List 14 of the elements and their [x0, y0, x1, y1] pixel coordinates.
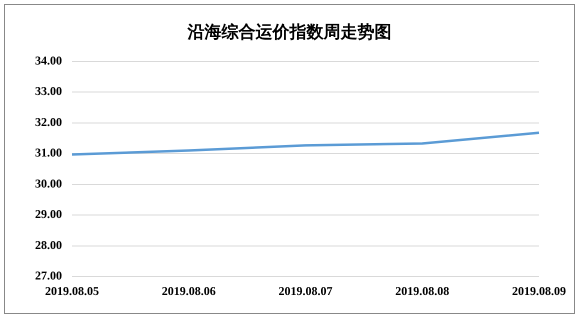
- y-tick-label: 30.00: [35, 176, 62, 190]
- x-tick-label: 2019.08.06: [162, 284, 216, 298]
- y-tick-label: 31.00: [35, 146, 62, 160]
- chart-title: 沿海综合运价指数周走势图: [186, 22, 392, 42]
- x-tick-label: 2019.08.09: [512, 284, 566, 298]
- y-tick-label: 32.00: [35, 114, 62, 129]
- y-tick-label: 34.00: [35, 53, 62, 68]
- y-tick-label: 29.00: [35, 207, 62, 222]
- y-tick-label: 33.00: [35, 84, 62, 98]
- y-tick-label: 28.00: [35, 238, 62, 252]
- y-tick-label: 27.00: [35, 268, 62, 283]
- x-tick-label: 2019.08.07: [278, 284, 332, 298]
- x-tick-label: 2019.08.08: [395, 284, 450, 298]
- x-tick-label: 2019.08.05: [45, 284, 99, 298]
